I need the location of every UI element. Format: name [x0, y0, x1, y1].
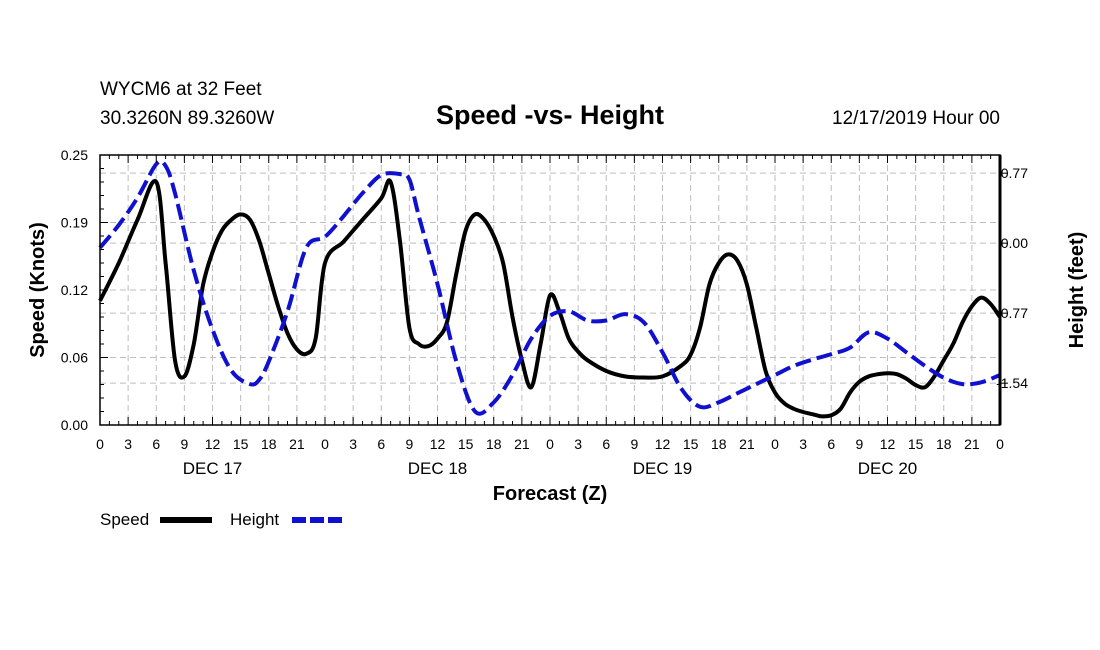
- x-tick-label: 21: [289, 436, 305, 452]
- x-tick-label: 9: [855, 436, 863, 452]
- x-tick-label: 3: [574, 436, 582, 452]
- x-tick-label: 3: [799, 436, 807, 452]
- chart-title: Speed -vs- Height: [436, 100, 664, 130]
- x-tick-label: 6: [602, 436, 610, 452]
- day-label: DEC 18: [408, 459, 468, 478]
- day-labels: DEC 17 DEC 18 DEC 19 DEC 20: [183, 459, 918, 478]
- y2-tick-label: 0.77: [1001, 165, 1028, 181]
- x-tick-label: 18: [261, 436, 277, 452]
- y-tick-label: 0.12: [61, 282, 88, 298]
- x-tick-label: 15: [683, 436, 699, 452]
- x-tick-label: 0: [996, 436, 1004, 452]
- x-tick-label: 15: [233, 436, 249, 452]
- x-tick-label: 9: [405, 436, 413, 452]
- x-tick-label: 6: [377, 436, 385, 452]
- x-tick-label: 21: [514, 436, 530, 452]
- x-tick-label: 6: [827, 436, 835, 452]
- x-tick-label: 15: [458, 436, 474, 452]
- x-tick-label: 3: [349, 436, 357, 452]
- y2-tick-label: -1.54: [996, 375, 1028, 391]
- day-label: DEC 19: [633, 459, 693, 478]
- speed-series-line: [98, 178, 1002, 419]
- x-tick-label: 18: [936, 436, 952, 452]
- y-tick-label: 0.00: [61, 417, 88, 433]
- y-tick-label: 0.25: [61, 147, 88, 163]
- y-tick-labels: 0.00 0.06 0.12 0.19 0.25: [61, 147, 88, 433]
- x-tick-label: 21: [739, 436, 755, 452]
- y-tick-label: 0.19: [61, 215, 88, 231]
- location-label: 30.3260N 89.3260W: [100, 108, 274, 129]
- x-tick-label: 12: [655, 436, 671, 452]
- y2-tick-label: -0.77: [996, 305, 1028, 321]
- y-tick-label: 0.06: [61, 350, 88, 366]
- legend: Speed Height: [100, 510, 342, 529]
- x-tick-label: 12: [880, 436, 896, 452]
- y2-tick-label: 0.00: [1001, 235, 1028, 251]
- x-tick-label: 0: [321, 436, 329, 452]
- legend-height-label: Height: [230, 510, 279, 529]
- grid: [100, 155, 1000, 425]
- y-axis-label: Speed (Knots): [27, 222, 49, 358]
- x-tick-label: 18: [486, 436, 502, 452]
- x-tick-label: 15: [908, 436, 924, 452]
- x-tick-label: 21: [964, 436, 980, 452]
- x-tick-label: 0: [546, 436, 554, 452]
- x-tick-label: 12: [430, 436, 446, 452]
- x-tick-label: 12: [205, 436, 221, 452]
- axes: [99, 154, 1008, 426]
- x-tick-label: 3: [124, 436, 132, 452]
- y2-tick-labels: 0.77 0.00 -0.77 -1.54: [996, 165, 1028, 391]
- station-label: WYCM6 at 32 Feet: [100, 79, 262, 100]
- x-tick-label: 6: [152, 436, 160, 452]
- y2-axis-label: Height (feet): [1066, 232, 1088, 349]
- series-group: [98, 159, 1002, 419]
- x-tick-labels: 0 3 6 9 12 15 18 21 0 3 6 9 12 15 18 21 0 3 6 9 12 15 18 21 0 3 6 9…: [96, 436, 1004, 452]
- datetime-label: 12/17/2019 Hour 00: [832, 108, 1000, 129]
- legend-speed-label: Speed: [100, 510, 149, 529]
- x-tick-label: 18: [711, 436, 727, 452]
- day-label: DEC 20: [858, 459, 918, 478]
- x-tick-label: 9: [180, 436, 188, 452]
- day-label: DEC 17: [183, 459, 243, 478]
- x-tick-label: 0: [771, 436, 779, 452]
- x-tick-label: 9: [630, 436, 638, 452]
- x-tick-label: 0: [96, 436, 104, 452]
- height-series-line: [98, 159, 1001, 416]
- x-axis-label: Forecast (Z): [493, 483, 607, 505]
